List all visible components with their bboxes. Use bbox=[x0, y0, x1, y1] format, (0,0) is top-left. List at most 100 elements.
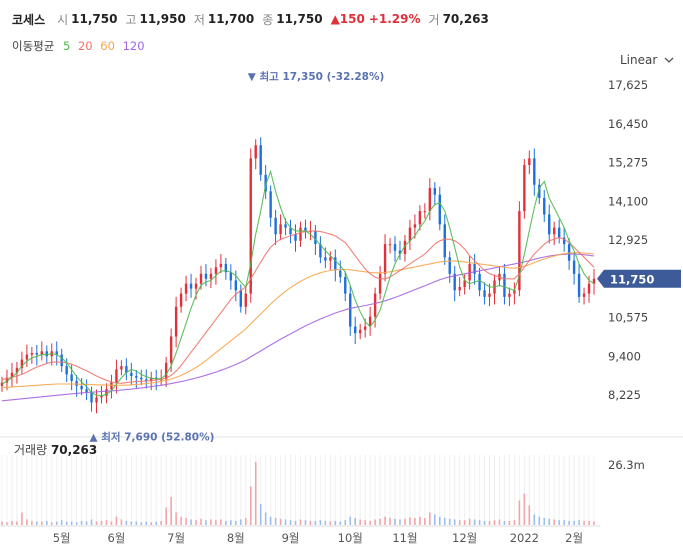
candle-body bbox=[65, 366, 68, 375]
volume-bar bbox=[31, 520, 33, 525]
volume-bar bbox=[593, 521, 595, 525]
volume-bar bbox=[399, 519, 401, 525]
x-tick-label: 2월 bbox=[565, 531, 583, 545]
candle-body bbox=[587, 283, 591, 294]
volume-bar bbox=[414, 518, 416, 525]
x-tick-label: 7월 bbox=[167, 531, 185, 545]
candle-body bbox=[363, 326, 367, 330]
volume-bar bbox=[349, 516, 352, 525]
volume-bar bbox=[438, 516, 441, 525]
candle-body bbox=[349, 293, 352, 327]
candle-body bbox=[234, 280, 238, 291]
candle-body bbox=[473, 263, 476, 274]
volume-bar bbox=[448, 518, 451, 525]
low-label: 저 bbox=[193, 12, 205, 27]
candle-body bbox=[557, 227, 561, 238]
candle-body bbox=[428, 188, 432, 212]
x-tick-label: 12월 bbox=[452, 531, 477, 545]
volume-bar bbox=[215, 520, 217, 525]
candle-body bbox=[214, 267, 218, 274]
volume-bar bbox=[543, 518, 546, 525]
volume-bar bbox=[21, 512, 23, 525]
volume-bar bbox=[304, 520, 307, 525]
volume-bar bbox=[140, 522, 143, 525]
volume-bar bbox=[279, 518, 282, 525]
volume-bar bbox=[404, 518, 406, 525]
candle-body bbox=[438, 194, 441, 225]
candle-body bbox=[40, 351, 43, 355]
max-price-annotation: ▼ 최고 17,350 (-32.28%) bbox=[248, 70, 385, 83]
volume-bar bbox=[563, 520, 565, 525]
candle-body bbox=[249, 158, 252, 294]
volume-bar bbox=[235, 520, 237, 525]
volume-bar bbox=[583, 520, 585, 525]
moving-average-legend[interactable]: 이동평균 5 20 60 120 bbox=[12, 38, 150, 54]
candle-body bbox=[15, 367, 19, 373]
volume-y-tick-label: 26.3m bbox=[608, 458, 645, 472]
candle-body bbox=[319, 244, 322, 258]
candle-body bbox=[314, 230, 317, 245]
ma-legend-label: 이동평균 bbox=[12, 39, 55, 53]
volume-bar bbox=[299, 519, 302, 525]
candle-body bbox=[553, 227, 556, 235]
candle-body bbox=[324, 257, 327, 261]
candle-body bbox=[264, 174, 267, 192]
candle-body bbox=[5, 377, 9, 383]
candle-body bbox=[582, 293, 586, 297]
current-price-tag bbox=[597, 269, 681, 288]
volume-panel-value: 70,263 bbox=[50, 443, 98, 457]
x-tick-label: 2022 bbox=[510, 531, 539, 545]
open-value: 11,750 bbox=[71, 12, 118, 26]
volume-bar bbox=[95, 521, 98, 525]
candle-body bbox=[523, 164, 526, 212]
candle-body bbox=[299, 227, 302, 241]
volume-bar bbox=[309, 520, 312, 525]
candle-body bbox=[518, 211, 521, 291]
volume-bar bbox=[135, 521, 138, 525]
volume-bar bbox=[6, 522, 8, 525]
volume-bar bbox=[508, 520, 511, 525]
candle-body bbox=[548, 214, 551, 235]
volume-bar bbox=[110, 521, 113, 525]
volume-bar bbox=[339, 521, 342, 525]
current-price-label: 11,750 bbox=[610, 272, 654, 286]
candle-body bbox=[110, 382, 113, 390]
low-value: 11,700 bbox=[207, 12, 255, 26]
candle-body bbox=[528, 158, 531, 165]
candle-body bbox=[125, 366, 128, 373]
candle-body bbox=[199, 273, 203, 284]
candle-body bbox=[20, 359, 24, 368]
ma-20-line bbox=[1, 230, 595, 384]
volume-bar bbox=[558, 520, 560, 525]
volume-bar bbox=[289, 520, 292, 525]
volume-bar bbox=[55, 521, 58, 525]
x-tick-label: 9월 bbox=[282, 531, 300, 545]
candle-body bbox=[483, 290, 486, 297]
volume-bar bbox=[100, 520, 103, 525]
high-label: 고 bbox=[125, 12, 137, 27]
candle-body bbox=[572, 260, 576, 274]
candle-body bbox=[488, 293, 491, 297]
volume-bar bbox=[45, 520, 48, 525]
volume-bar bbox=[284, 519, 287, 525]
candle-body bbox=[354, 326, 357, 334]
volume-bar bbox=[523, 493, 526, 525]
volume-bar bbox=[205, 520, 207, 525]
ma-5-line bbox=[1, 169, 595, 397]
candle-body bbox=[184, 283, 188, 294]
candle-body bbox=[194, 283, 198, 289]
scale-selector[interactable]: Linear bbox=[620, 53, 674, 67]
volume-bar bbox=[11, 520, 13, 525]
volume-bar bbox=[389, 518, 391, 525]
volume-bar bbox=[60, 520, 63, 525]
volume-bar bbox=[160, 520, 162, 525]
candle-body bbox=[85, 389, 88, 393]
x-tick-label: 6월 bbox=[107, 531, 125, 545]
candle-body bbox=[135, 376, 138, 378]
candle-body bbox=[204, 273, 208, 279]
candle-body bbox=[383, 244, 387, 274]
candle-body bbox=[538, 184, 541, 198]
volume-bar bbox=[40, 521, 43, 525]
volume-bar bbox=[90, 519, 93, 525]
